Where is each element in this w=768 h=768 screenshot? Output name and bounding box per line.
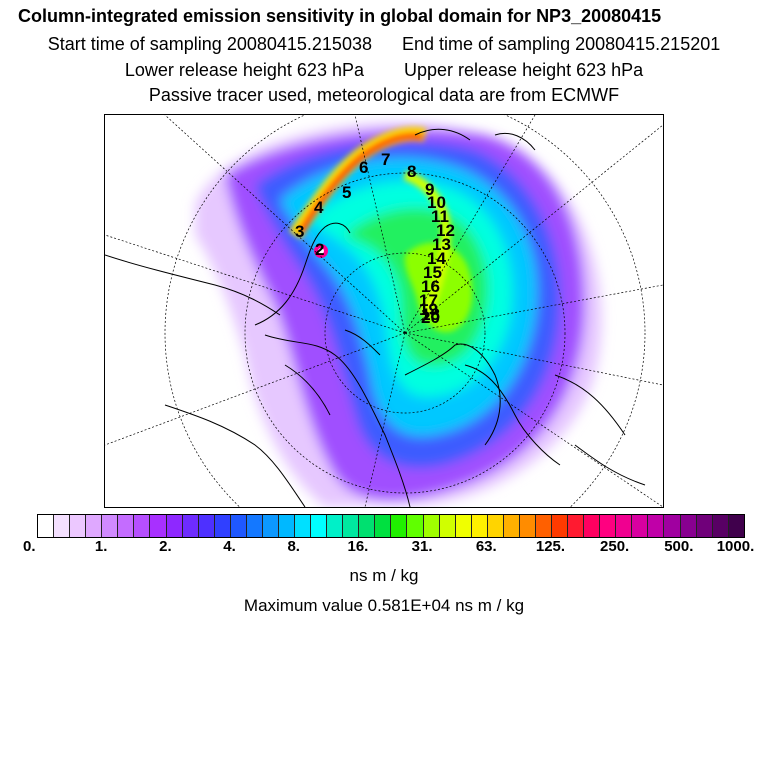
- sampling-times: Start time of sampling 20080415.215038 E…: [0, 34, 768, 55]
- colorbar-cell: [391, 515, 408, 537]
- trajectory-label: 18: [421, 305, 440, 324]
- colorbar-cell: [295, 515, 312, 537]
- colorbar-cell: [246, 515, 263, 537]
- colorbar-cell: [552, 515, 569, 537]
- colorbar-cell: [600, 515, 617, 537]
- colorbar-cell: [519, 515, 536, 537]
- colorbar-cell: [150, 515, 167, 537]
- end-time: End time of sampling 20080415.215201: [402, 34, 721, 54]
- colorbar-cell: [70, 515, 87, 537]
- colorbar-tick-label: 16.: [347, 538, 369, 555]
- colorbar-tick-label: 500.: [664, 538, 694, 555]
- colorbar-cell: [664, 515, 681, 537]
- colorbar-cell: [375, 515, 392, 537]
- start-time: Start time of sampling 20080415.215038: [47, 34, 372, 54]
- colorbar-cell: [166, 515, 183, 537]
- colorbar-cell: [696, 515, 713, 537]
- colorbar-cell: [455, 515, 472, 537]
- colorbar-cell: [728, 515, 744, 537]
- trajectory-label: 8: [407, 162, 416, 181]
- lower-release-height: Lower release height 623 hPa: [124, 60, 364, 80]
- trajectory-label: 5: [342, 183, 351, 202]
- colorbar-cell: [134, 515, 151, 537]
- colorbar-cell: [343, 515, 360, 537]
- colorbar-units: ns m / kg: [349, 566, 419, 585]
- colorbar-cell: [86, 515, 103, 537]
- colorbar-cell: [568, 515, 585, 537]
- trajectory-label: 3: [295, 222, 304, 241]
- colorbar-cell: [311, 515, 328, 537]
- trajectory-label: 7: [381, 150, 390, 169]
- colorbar-cell: [632, 515, 649, 537]
- trajectory-label: 12: [436, 221, 455, 240]
- colorbar-cell: [182, 515, 199, 537]
- trajectory-label: 11: [431, 207, 449, 226]
- tracer-info: Passive tracer used, meteorological data…: [148, 85, 620, 105]
- colorbar-cell: [262, 515, 279, 537]
- colorbar-cell: [359, 515, 376, 537]
- release-heights: Lower release height 623 hPa Upper relea…: [0, 60, 768, 81]
- plot-title: Column-integrated emission sensitivity i…: [18, 6, 662, 26]
- colorbar-tick-label: 1.: [94, 538, 108, 555]
- trajectory-label: 17: [419, 291, 438, 310]
- colorbar-cell: [278, 515, 295, 537]
- trajectory-label: 9: [425, 180, 434, 199]
- colorbar-cell: [535, 515, 552, 537]
- colorbar-cell: [584, 515, 601, 537]
- colorbar-tick-label: 0.: [23, 538, 36, 555]
- trajectory-label: 13: [432, 235, 451, 254]
- colorbar-tick-label: 250.: [600, 538, 630, 555]
- colorbar-cell: [648, 515, 665, 537]
- trajectory-label: 20: [421, 308, 440, 327]
- colorbar-cell: [118, 515, 135, 537]
- graticule: [105, 115, 663, 507]
- trajectory-label: 4: [314, 198, 324, 217]
- sensitivity-map: 2 3 4 5 6 7 8 9 10 11 12 13 14 15 16 17 …: [104, 114, 664, 508]
- colorbar-cell: [680, 515, 697, 537]
- colorbar-tick-label: 1000.: [716, 538, 755, 555]
- colorbar-tick-label: 2.: [159, 538, 172, 555]
- colorbar-cell: [54, 515, 71, 537]
- trajectory-label: 14: [427, 249, 446, 268]
- colorbar-cell: [487, 515, 504, 537]
- colorbar-cell: [616, 515, 633, 537]
- colorbar-cell: [423, 515, 440, 537]
- colorbar-tick-label: 125.: [535, 538, 566, 555]
- colorbar-tick-label: 63.: [475, 538, 497, 555]
- maximum-value: Maximum value 0.581E+04 ns m / kg: [243, 596, 525, 615]
- trajectory-label: 6: [359, 158, 368, 177]
- trajectory-label: 16: [421, 277, 440, 296]
- trajectory-label: 10: [427, 193, 446, 212]
- colorbar-tick-label: 31.: [411, 538, 433, 555]
- upper-release-height: Upper release height 623 hPa: [404, 60, 644, 80]
- trajectory-labels: 2 3 4 5 6 7 8 9 10 11 12 13 14 15 16 17 …: [295, 150, 455, 327]
- colorbar-cell: [230, 515, 247, 537]
- colorbar-cell: [503, 515, 520, 537]
- colorbar-cell: [214, 515, 231, 537]
- trajectory-label: 15: [423, 263, 442, 282]
- colorbar-cell: [102, 515, 119, 537]
- colorbar-cell: [38, 515, 55, 537]
- colorbar-cell: [712, 515, 729, 537]
- colorbar-cell: [407, 515, 424, 537]
- colorbar-cell: [198, 515, 215, 537]
- trajectory-label: 2: [315, 240, 324, 259]
- colorbar-tick-label: 8.: [287, 538, 300, 555]
- trajectory-label: 19: [419, 300, 438, 319]
- coastlines: [105, 128, 646, 507]
- emission-field: [195, 122, 602, 507]
- colorbar-cell: [327, 515, 344, 537]
- colorbar-cell: [439, 515, 456, 537]
- colorbar: [37, 514, 745, 538]
- colorbar-tick-label: 4.: [223, 538, 236, 555]
- colorbar-cell: [471, 515, 488, 537]
